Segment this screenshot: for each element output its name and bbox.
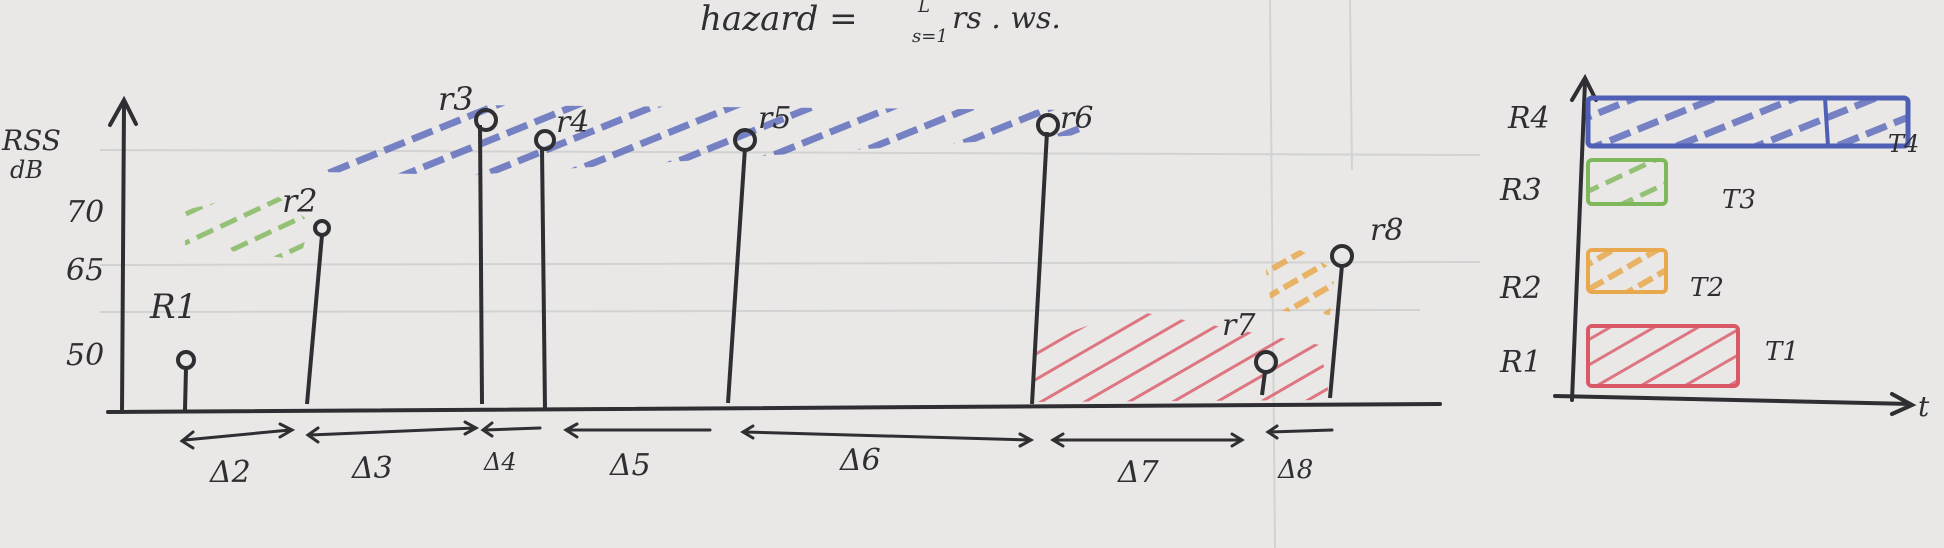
interval-d5: Δ5 [609, 448, 651, 483]
reading-r4 [534, 129, 556, 411]
formula-text: hazard = [700, 0, 858, 39]
y-axis [120, 103, 126, 414]
label-r8: r8 [1370, 213, 1403, 248]
reading-r5 [726, 128, 757, 404]
interval-d2: Δ2 [209, 455, 251, 490]
label-r1: R1 [149, 287, 197, 327]
formula-tail: rs . ws. [952, 1, 1061, 36]
reading-labels: R1 r2 r3 r4 r5 r6 r7 r8 [149, 80, 1403, 343]
readings [176, 108, 1354, 411]
reading-r8 [1328, 244, 1354, 399]
y-tick-65: 65 [66, 253, 104, 288]
legend-label-r3: R3 [1499, 173, 1542, 208]
legend-y-arrow [1570, 73, 1598, 102]
red-hatch-region [1035, 310, 1330, 402]
legend-x-axis [1553, 394, 1912, 406]
label-r2: r2 [282, 182, 318, 220]
interval-d6: Δ6 [839, 443, 881, 478]
legend-label-r4: R4 [1507, 101, 1550, 136]
y-axis-unit: dB [10, 156, 43, 184]
legend-y-axis [1570, 80, 1587, 402]
label-r7: r7 [1222, 308, 1256, 343]
legend-row-r3: R3 T3 [1499, 158, 1756, 215]
label-r5: r5 [758, 101, 791, 136]
interval-d8: Δ8 [1277, 455, 1313, 485]
reading-r2 [305, 219, 331, 405]
x-axis [106, 402, 1442, 414]
legend-row-r1: R1 T1 [1499, 324, 1799, 388]
interval-labels: Δ2 Δ3 Δ4 Δ5 Δ6 Δ7 Δ8 [209, 443, 1313, 490]
legend-row-r4: R4 T4 [1507, 95, 1919, 158]
reading-r1 [176, 350, 196, 411]
hatched-regions [185, 105, 1335, 402]
formula-sum-upper: L [917, 0, 930, 17]
interval-d4: Δ4 [483, 448, 517, 476]
y-tick-labels: 70 65 50 [66, 195, 104, 373]
legend-label-r1: R1 [1499, 345, 1542, 380]
legend-tag-t4: T4 [1888, 130, 1919, 158]
reading-r6 [1030, 113, 1060, 405]
legend-label-r2: R2 [1499, 271, 1542, 306]
orange-hatch-region [1265, 250, 1335, 315]
label-r3: r3 [438, 80, 474, 118]
legend-tag-t1: T1 [1765, 337, 1799, 367]
interval-d3: Δ3 [351, 451, 393, 486]
main-axes [106, 95, 1442, 414]
y-axis-label: RSS [1, 124, 61, 157]
formula-sum-lower: s=1 [912, 26, 948, 47]
hazard-formula: hazard = L s=1 rs . ws. [700, 0, 1061, 47]
reading-r7 [1254, 350, 1278, 396]
legend-chart: t R4 T4 R3 T3 R2 T2 R1 T1 [1499, 73, 1930, 423]
y-tick-70: 70 [66, 195, 104, 230]
green-hatch-region [185, 190, 310, 260]
interval-arrows [179, 420, 1334, 450]
reading-r3 [474, 108, 498, 405]
y-tick-50: 50 [66, 338, 104, 373]
interval-d7: Δ7 [1117, 455, 1160, 490]
label-r6: r6 [1060, 101, 1093, 136]
blue-hatch-region [320, 105, 1080, 175]
y-axis-arrow [108, 95, 138, 127]
legend-x-arrow [1890, 392, 1917, 416]
label-r4: r4 [556, 105, 589, 140]
legend-row-r2: R2 T2 [1499, 248, 1724, 306]
legend-tag-t2: T2 [1690, 273, 1724, 303]
legend-tag-t3: T3 [1722, 185, 1756, 215]
legend-x-label: t [1918, 390, 1930, 423]
